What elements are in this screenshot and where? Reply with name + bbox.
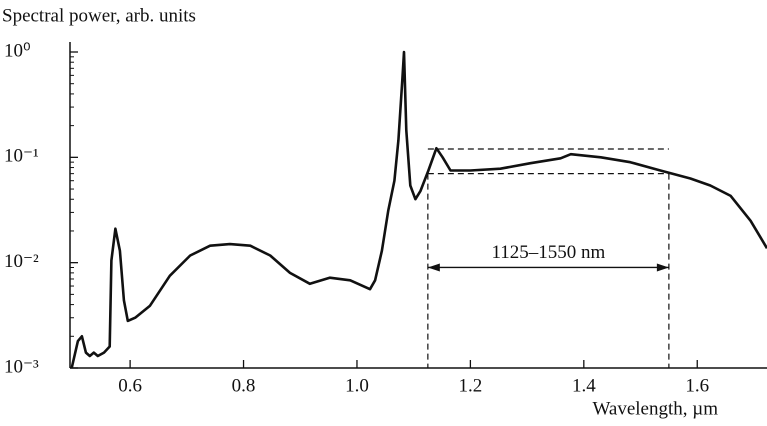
arrow-head <box>427 263 440 272</box>
annotation-label: 1125–1550 nm <box>491 242 605 263</box>
x-tick-label: 1.2 <box>459 375 483 396</box>
y-tick-label: 10⁻³ <box>4 356 39 377</box>
x-tick-label: 1.6 <box>685 375 709 396</box>
y-axis-label: Spectral power, arb. units <box>2 5 196 26</box>
x-tick-label: 1.0 <box>345 375 369 396</box>
y-tick-label: 10⁻² <box>4 251 39 272</box>
y-tick-label: 10⁰ <box>4 40 31 61</box>
arrow-head <box>656 263 669 272</box>
x-tick-label: 0.6 <box>118 375 142 396</box>
x-tick-label: 1.4 <box>572 375 596 396</box>
spectrum-line <box>70 50 767 369</box>
y-tick-label: 10⁻¹ <box>4 146 39 167</box>
x-tick-label: 0.8 <box>232 375 256 396</box>
x-axis-label: Wavelength, µm <box>593 398 719 419</box>
